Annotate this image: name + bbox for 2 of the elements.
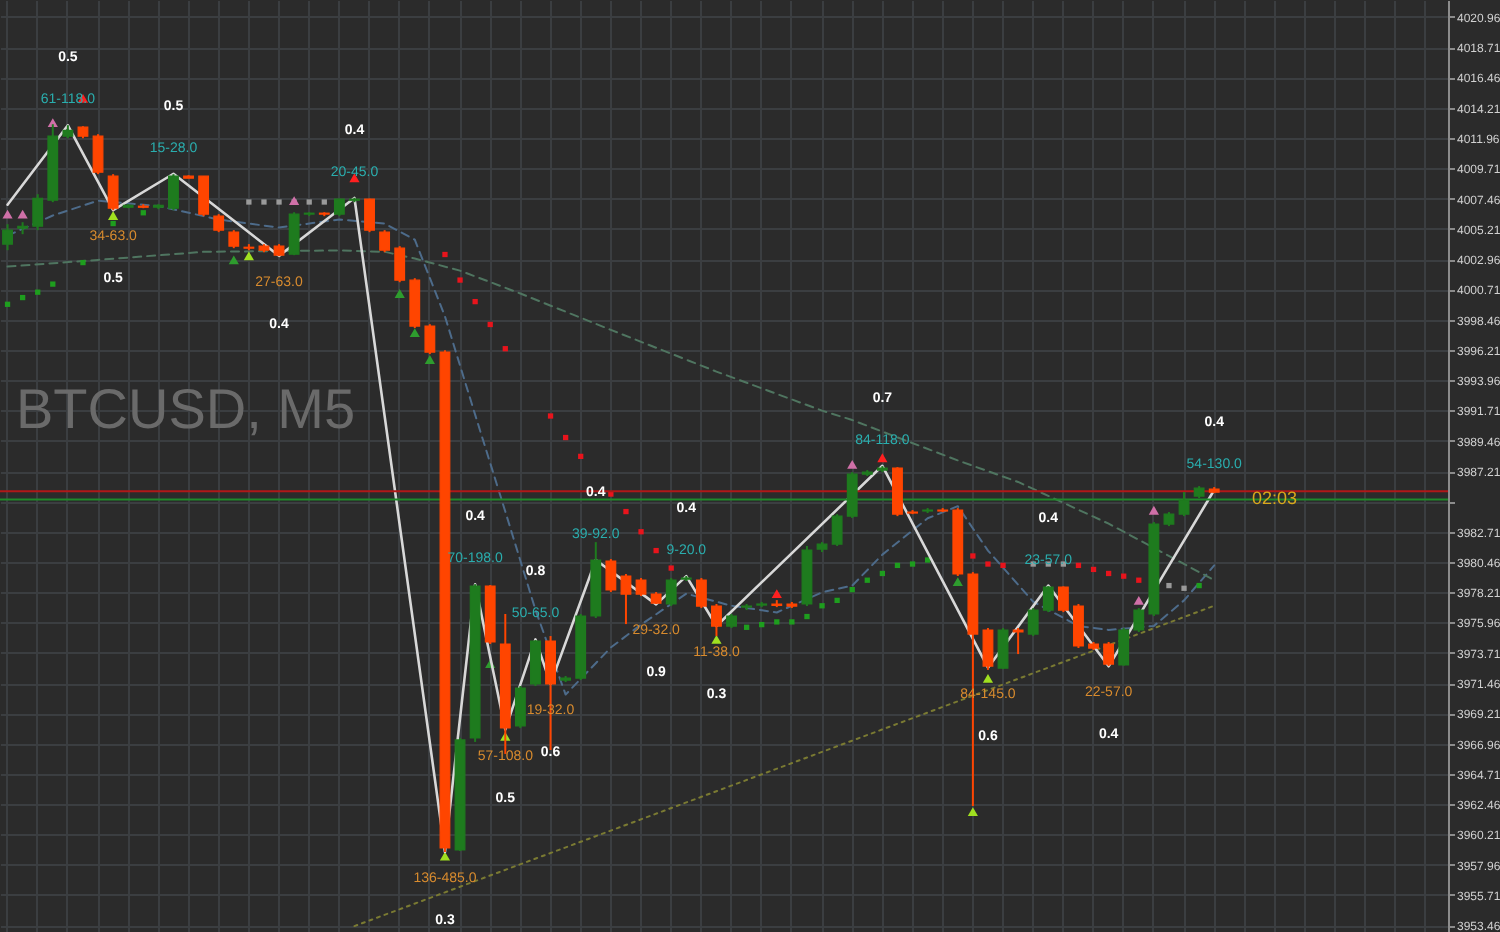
text: BTCUSD, M5 (16, 378, 356, 440)
annotation: 02:03 (1251, 488, 1297, 509)
